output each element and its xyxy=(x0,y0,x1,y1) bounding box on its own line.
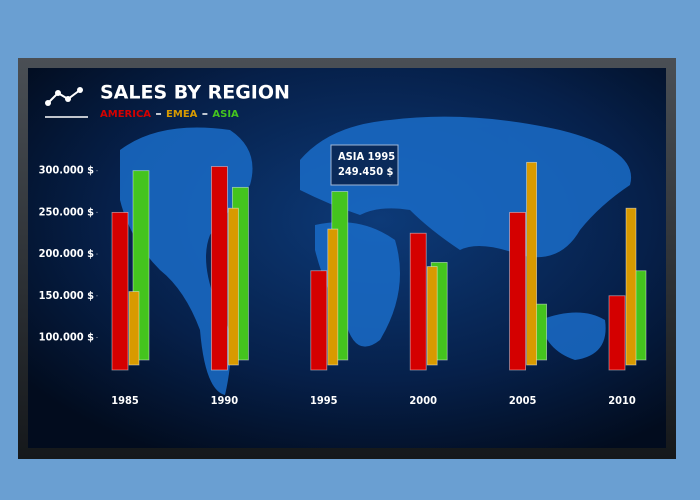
tooltip-title: ASIA 1995 xyxy=(338,150,395,163)
bar xyxy=(608,295,626,371)
x-tick-label: 2005 xyxy=(509,394,537,407)
x-tick-label: 2010 xyxy=(608,394,636,407)
title-icon xyxy=(47,89,81,104)
x-tick-label: 1990 xyxy=(211,394,239,407)
bar xyxy=(327,228,339,366)
chart-title: SALES BY REGION xyxy=(100,82,290,104)
y-tick-label: 250.000 $ xyxy=(39,205,95,218)
title-icon xyxy=(45,100,51,106)
bar xyxy=(310,270,328,371)
bar xyxy=(227,207,239,366)
bar xyxy=(625,207,637,366)
bar xyxy=(509,211,527,371)
bar xyxy=(111,211,129,371)
y-tick-label: 100.000 $ xyxy=(39,330,95,343)
tooltip xyxy=(330,144,399,186)
y-tick-label: 150.000 $ xyxy=(39,289,95,302)
x-tick-label: 1995 xyxy=(310,394,338,407)
legend-label: AMERICA xyxy=(100,109,151,120)
bar xyxy=(426,266,438,366)
tooltip-value: 249.450 $ xyxy=(338,165,394,178)
title-icon xyxy=(77,87,83,93)
title-icon xyxy=(55,90,61,96)
bar xyxy=(128,291,140,366)
title-icon xyxy=(65,96,71,102)
y-tick-label: 300.000 $ xyxy=(39,164,95,177)
legend-label: EMEA xyxy=(166,109,198,120)
legend-label: ASIA xyxy=(212,109,239,120)
bar xyxy=(409,232,427,371)
x-tick-label: 2000 xyxy=(409,394,437,407)
bar xyxy=(526,161,537,366)
x-tick-label: 1985 xyxy=(111,394,139,407)
y-tick-label: 200.000 $ xyxy=(39,247,95,260)
bar xyxy=(210,166,228,371)
